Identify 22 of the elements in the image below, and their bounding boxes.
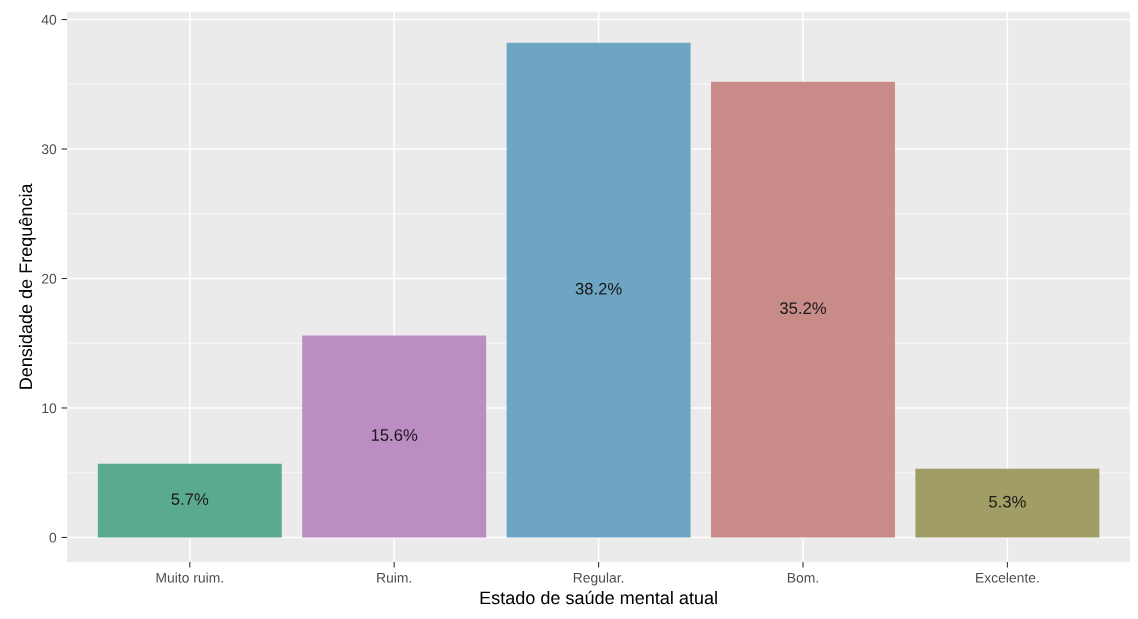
- bar: [302, 335, 487, 538]
- y-tick-label: 30: [41, 144, 57, 155]
- x-tick-label: Excelente.: [976, 572, 1039, 583]
- data-label: 5.7%: [171, 493, 209, 506]
- data-label: 5.3%: [989, 495, 1026, 508]
- data-label: 38.2%: [575, 282, 622, 295]
- x-axis-title: Estado de saúde mental atual: [480, 590, 717, 605]
- y-tick-label: 40: [41, 14, 57, 25]
- bar: [97, 463, 282, 538]
- x-tick-label: Muito ruim.: [156, 572, 223, 583]
- y-tick-label: 10: [42, 403, 57, 414]
- y-tick-label: 20: [41, 273, 57, 284]
- data-label: 35.2%: [780, 302, 827, 315]
- bar: [711, 81, 895, 538]
- bar: [506, 42, 691, 538]
- data-label: 15.6%: [371, 429, 418, 441]
- x-tick-label: Ruim.: [377, 572, 412, 583]
- bar: [915, 468, 1100, 538]
- y-tick-label: 0: [49, 532, 57, 543]
- y-axis-title: Densidade de Frequência: [18, 183, 36, 389]
- x-tick-label: Regular.: [573, 572, 624, 586]
- x-tick-label: Bom.: [787, 572, 818, 583]
